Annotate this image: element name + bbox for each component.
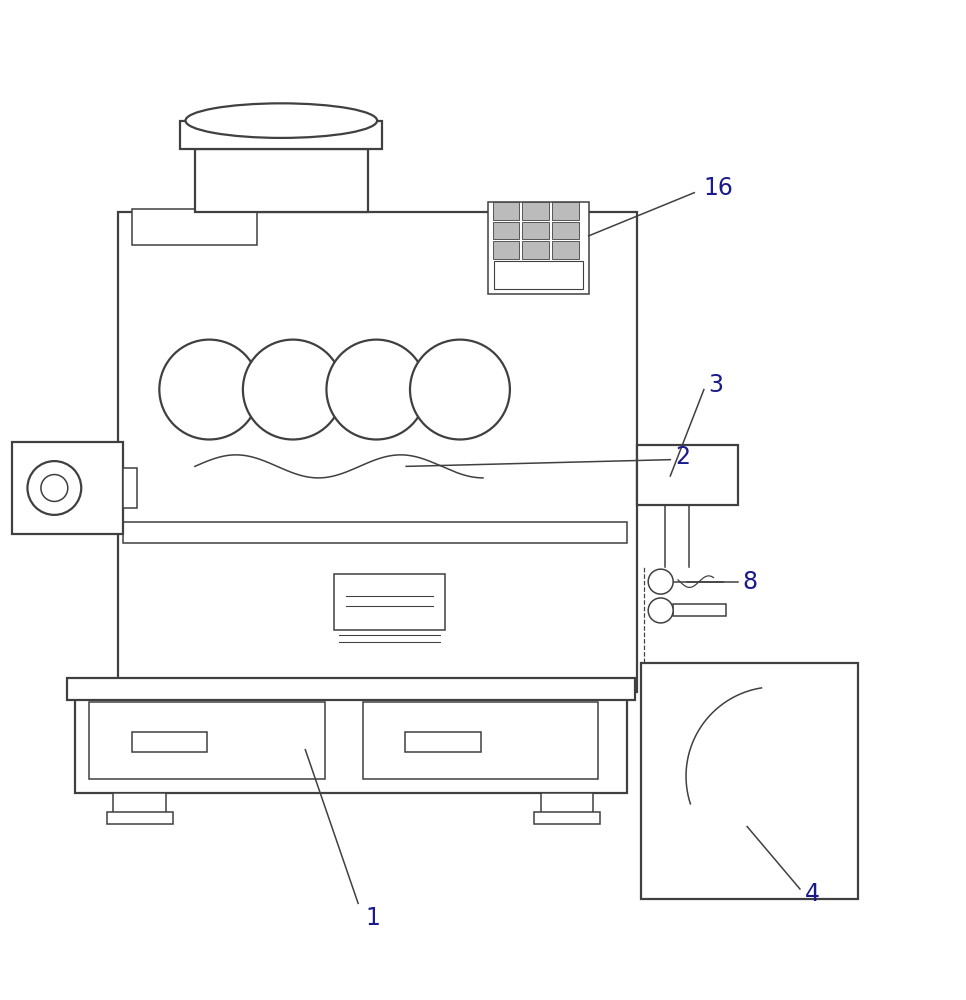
Circle shape (27, 461, 81, 515)
Circle shape (41, 475, 68, 501)
Circle shape (327, 340, 426, 439)
Bar (553, 202, 579, 220)
Bar (553, 241, 579, 259)
Bar (673, 604, 726, 616)
Bar (553, 222, 579, 239)
Bar (493, 241, 520, 259)
Circle shape (648, 569, 673, 594)
Circle shape (648, 598, 673, 623)
Bar (13, 442, 123, 534)
Bar (131, 732, 207, 752)
Text: 16: 16 (704, 176, 734, 200)
Bar (406, 732, 481, 752)
Bar (493, 202, 520, 220)
Bar (123, 468, 137, 508)
Bar (106, 812, 173, 824)
Bar (89, 702, 325, 779)
Bar (493, 222, 520, 239)
Text: 8: 8 (742, 570, 757, 594)
Circle shape (159, 340, 259, 439)
Text: 4: 4 (805, 882, 820, 906)
Bar (523, 202, 550, 220)
Bar (118, 212, 637, 692)
Bar (113, 793, 166, 814)
Bar (132, 209, 257, 245)
Text: 1: 1 (365, 906, 380, 930)
Bar (641, 663, 858, 899)
Bar (637, 445, 737, 505)
Circle shape (410, 340, 510, 439)
Ellipse shape (185, 103, 377, 138)
Bar (67, 678, 635, 700)
Bar (74, 682, 627, 793)
Bar (541, 793, 593, 814)
Bar (181, 121, 383, 149)
Bar (334, 574, 444, 630)
Bar (363, 702, 598, 779)
Text: 3: 3 (709, 373, 724, 397)
Circle shape (242, 340, 343, 439)
Bar (534, 812, 600, 824)
Bar (494, 261, 582, 289)
Text: 2: 2 (675, 445, 690, 469)
Bar (123, 522, 627, 543)
Bar (523, 222, 550, 239)
Bar (523, 241, 550, 259)
Bar (488, 202, 588, 294)
Bar (195, 149, 368, 212)
